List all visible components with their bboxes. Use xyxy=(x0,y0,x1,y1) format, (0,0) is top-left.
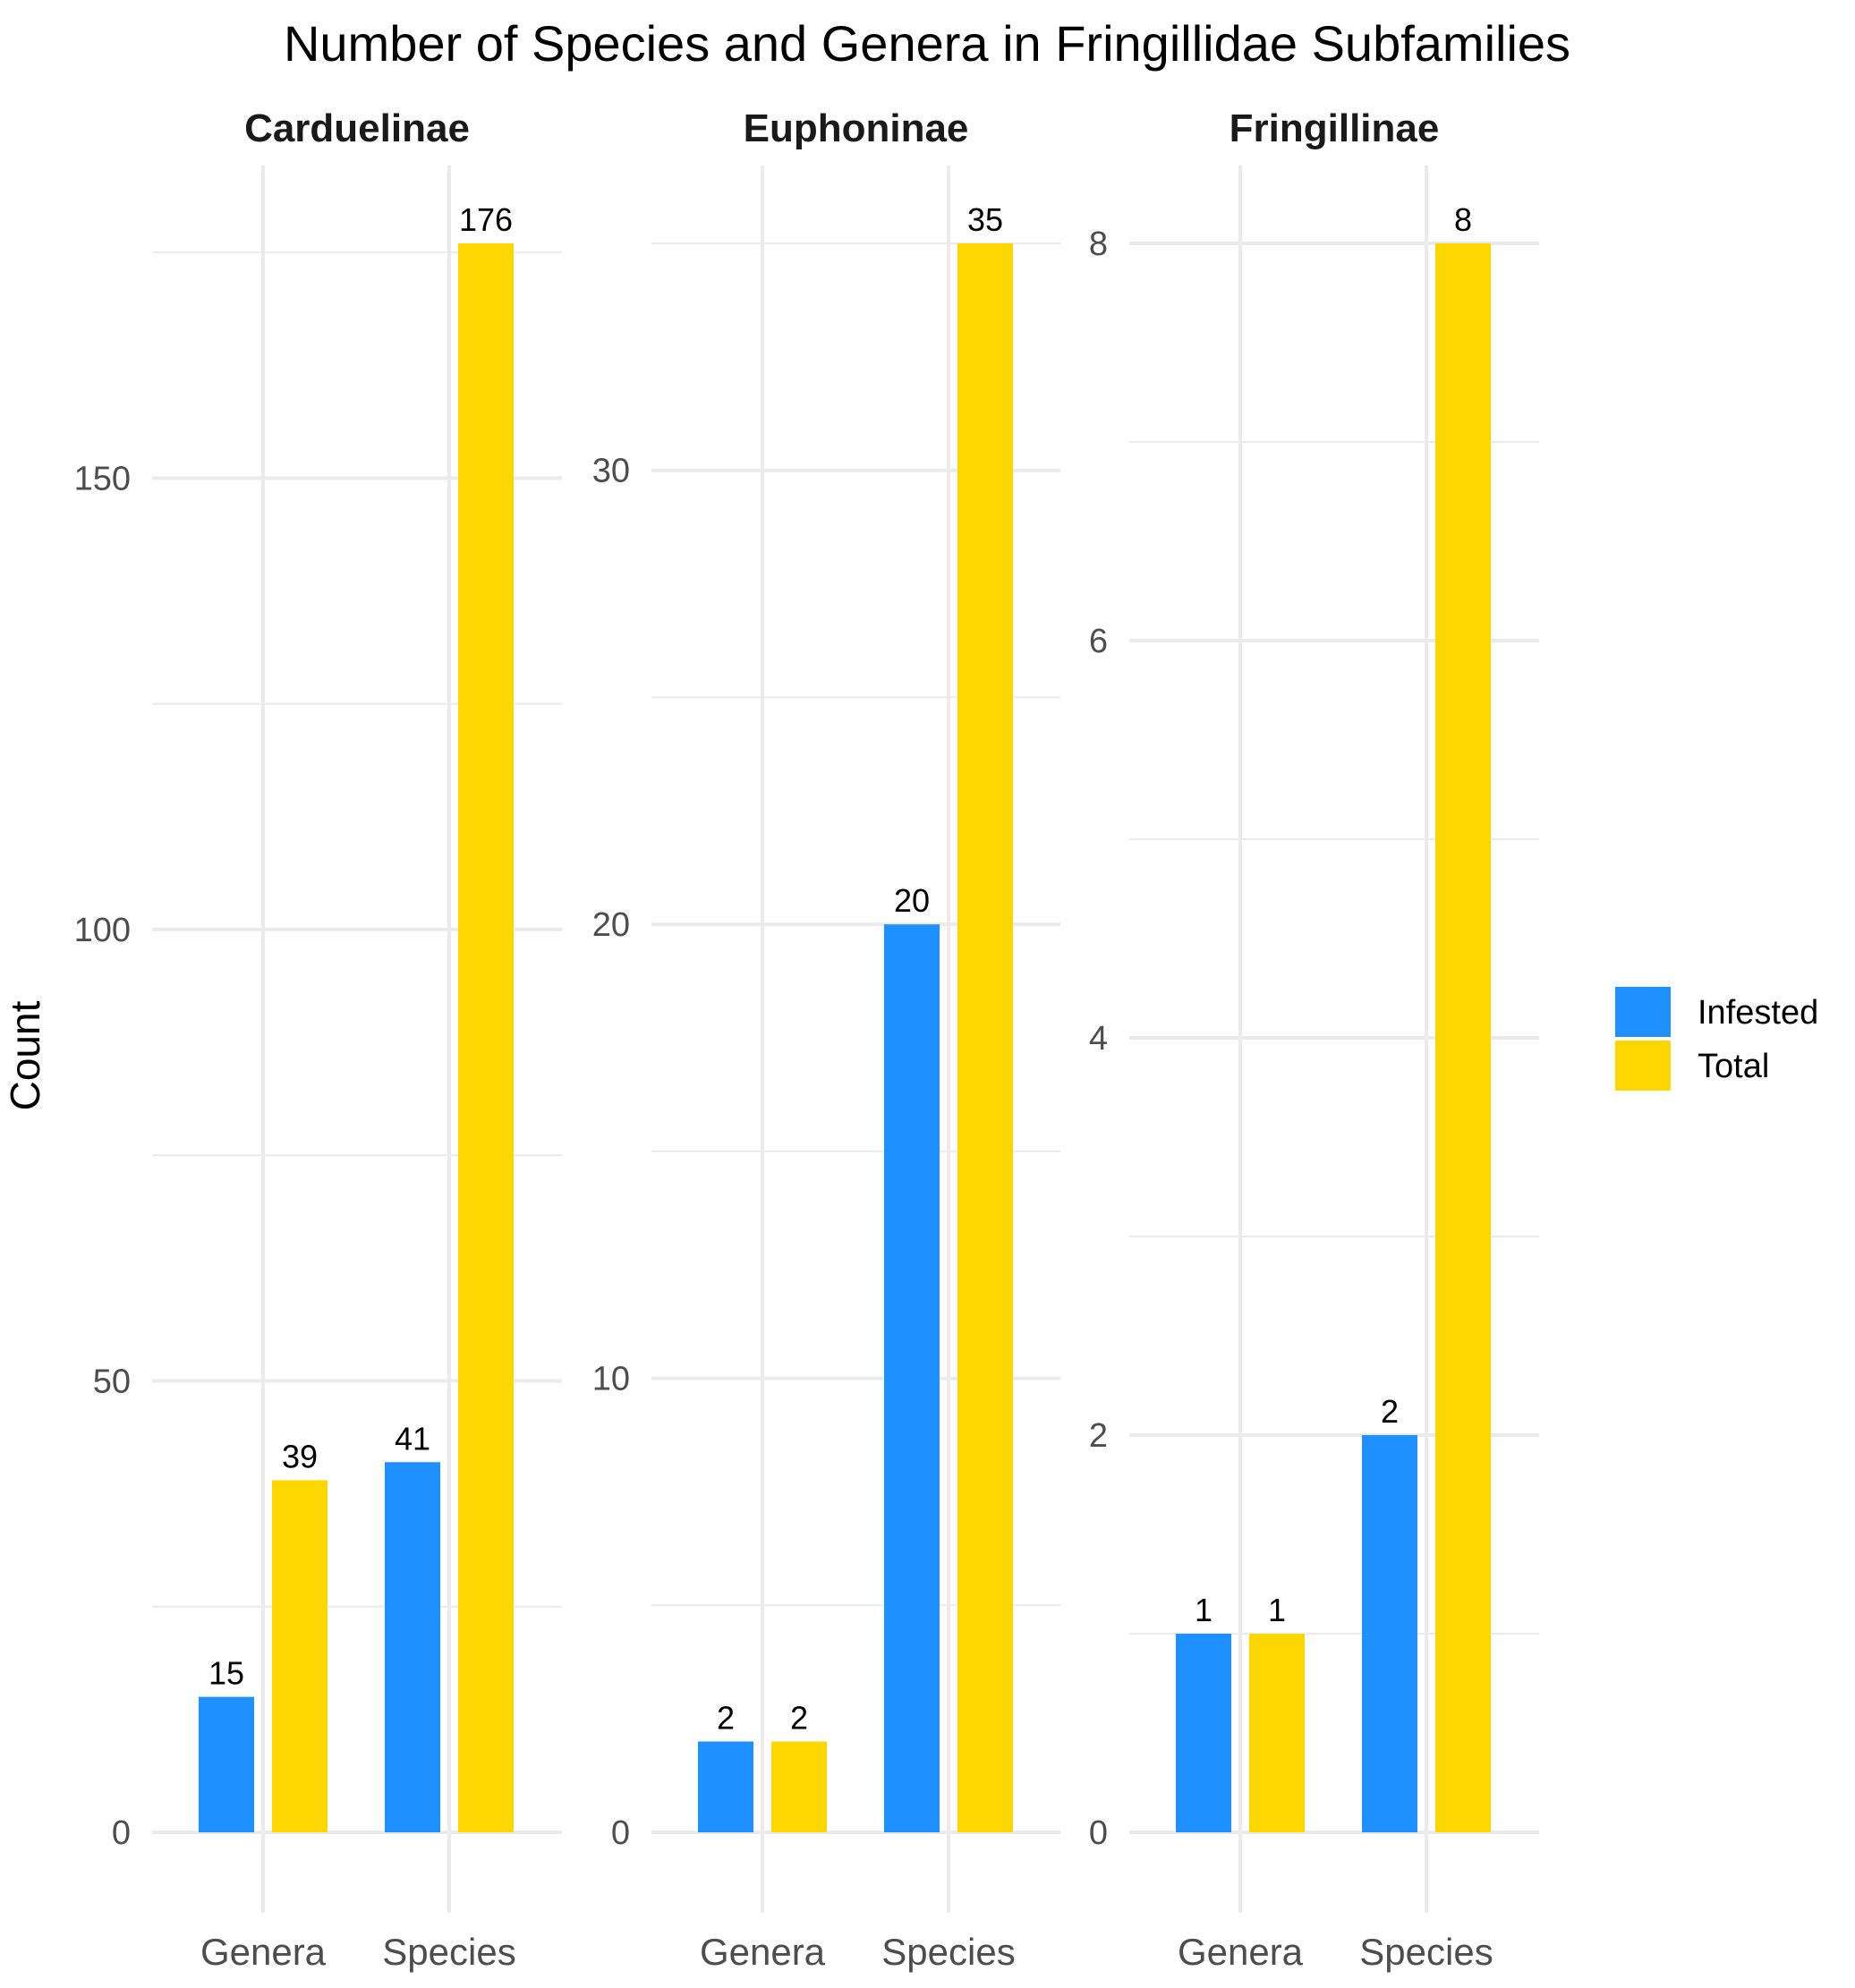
y-tick-label: 0 xyxy=(611,1814,630,1852)
y-tick-label: 2 xyxy=(1089,1417,1108,1455)
x-tick-label: Genera xyxy=(200,1931,327,1973)
data-label: 1 xyxy=(1268,1592,1286,1628)
x-tick-label: Species xyxy=(382,1931,515,1973)
facet-title-fringillinae: Fringillinae xyxy=(1230,106,1440,150)
legend-swatch-total xyxy=(1615,1041,1671,1091)
bar-euphoninae-species-total xyxy=(957,243,1013,1832)
facet-title-carduelinae: Carduelinae xyxy=(244,106,470,150)
bar-carduelinae-genera-total xyxy=(272,1480,328,1832)
y-tick-label: 0 xyxy=(112,1814,131,1852)
data-label: 15 xyxy=(208,1655,244,1692)
facet-carduelinae: 0 50 100 150 Carduelinae 15 39 Genera 41 176 Speci… xyxy=(74,106,562,1973)
x-tick-label: Genera xyxy=(700,1931,826,1973)
bar-carduelinae-species-infested xyxy=(385,1462,440,1832)
legend: Infested Total xyxy=(1615,987,1818,1091)
x-tick-label: Species xyxy=(881,1931,1015,1973)
y-tick-label: 8 xyxy=(1089,225,1108,263)
data-label: 20 xyxy=(894,882,930,919)
bar-euphoninae-genera-total xyxy=(771,1741,827,1832)
data-label: 35 xyxy=(967,201,1003,238)
y-tick-label: 20 xyxy=(592,906,630,944)
y-tick-label: 10 xyxy=(592,1361,630,1398)
y-tick-label: 100 xyxy=(74,912,131,949)
bar-carduelinae-genera-infested xyxy=(199,1696,254,1832)
facet-title-euphoninae: Euphoninae xyxy=(744,106,969,150)
data-label: 41 xyxy=(395,1420,430,1457)
y-axis-label: Count xyxy=(2,1000,48,1110)
data-label: 39 xyxy=(282,1438,318,1474)
chart-title: Number of Species and Genera in Fringill… xyxy=(284,15,1570,72)
y-tick-label: 4 xyxy=(1089,1020,1108,1058)
bar-fringillinae-genera-infested xyxy=(1176,1634,1231,1832)
facet-fringillinae: 0 2 4 6 8 Fringillinae 1 1 Genera 2 8 Species xyxy=(1089,106,1539,1973)
data-label: 1 xyxy=(1195,1592,1213,1628)
bar-euphoninae-species-infested xyxy=(884,924,940,1832)
y-tick-label: 6 xyxy=(1089,623,1108,660)
data-label: 2 xyxy=(790,1700,808,1737)
x-tick-label: Species xyxy=(1359,1931,1493,1973)
data-label: 176 xyxy=(459,201,513,238)
legend-label-total: Total xyxy=(1698,1048,1769,1085)
facet-euphoninae: 0 10 20 30 Euphoninae 2 2 Genera 20 35 Species xyxy=(592,106,1060,1973)
legend-swatch-infested xyxy=(1615,987,1671,1037)
data-label: 2 xyxy=(717,1700,735,1737)
x-tick-label: Genera xyxy=(1178,1931,1304,1973)
bar-fringillinae-species-total xyxy=(1435,243,1491,1832)
data-label: 8 xyxy=(1454,201,1472,238)
bar-fringillinae-species-infested xyxy=(1362,1435,1417,1832)
y-tick-label: 30 xyxy=(592,453,630,490)
legend-label-infested: Infested xyxy=(1698,994,1818,1032)
bar-fringillinae-genera-total xyxy=(1249,1634,1305,1832)
y-tick-label: 50 xyxy=(93,1363,131,1400)
bar-carduelinae-species-total xyxy=(458,243,514,1832)
y-tick-label: 0 xyxy=(1089,1814,1108,1852)
facet-panels: 050100150Carduelinae1539Genera41176Speci… xyxy=(74,106,1539,1973)
bar-euphoninae-genera-infested xyxy=(698,1741,753,1832)
data-label: 2 xyxy=(1381,1393,1399,1430)
y-tick-label: 150 xyxy=(74,460,131,497)
